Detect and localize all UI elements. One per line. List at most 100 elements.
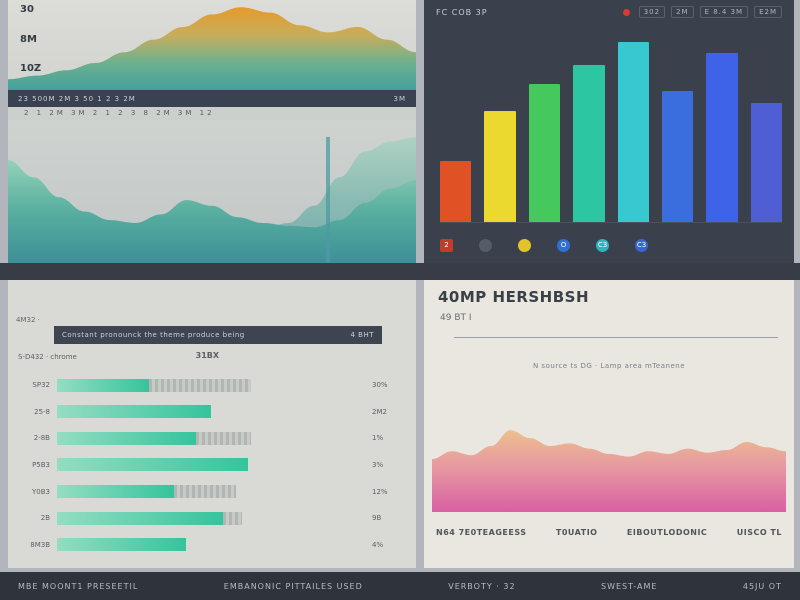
gear-icon[interactable] xyxy=(479,238,492,252)
corner-label: 4M32 · xyxy=(16,316,40,324)
toolbar-title: FC COB 3P xyxy=(436,7,488,17)
hbar-row: Y0B3 12% xyxy=(16,481,408,503)
hbar-fill xyxy=(57,485,175,499)
y-axis-tick: 10Z xyxy=(20,63,42,74)
divider-value: 3M xyxy=(393,94,406,103)
chart-subtitle: 49 BT I xyxy=(440,313,472,323)
hbar-row: 2B 9B xyxy=(16,507,408,529)
bar xyxy=(440,160,472,222)
hbar-label: Y0B3 xyxy=(32,487,50,496)
gradient-area-chart xyxy=(8,0,416,90)
hbar-track xyxy=(57,485,365,499)
hbar-hatch xyxy=(195,431,252,445)
status-bar-item: 45JU OT xyxy=(742,581,782,591)
bar xyxy=(528,83,561,222)
bar xyxy=(484,110,516,222)
vertical-bar-chart xyxy=(440,30,782,223)
hbar-track xyxy=(57,511,365,525)
hbar-fill xyxy=(57,378,150,392)
chart-annotation: N source ts DG · Lamp area mTeanene xyxy=(532,362,686,370)
globe-icon[interactable]: O xyxy=(557,238,570,252)
footer-icon-row: 2 O C3 C3 xyxy=(440,233,780,257)
y-axis-tick: 30 xyxy=(20,4,34,15)
hbar-label: 8M3B xyxy=(30,540,50,549)
status-bar-item: MBE MOONT1 PRESEETIL xyxy=(18,581,139,591)
chart-toolbar: FC COB 3P 302 2M E 8.4 3M E2M xyxy=(424,0,794,24)
hbar-value: 1% xyxy=(372,434,384,443)
panel-bottom-right: 40MP HERSHBSH 49 BT I N source ts DG · L… xyxy=(424,280,794,568)
hbar-hatch xyxy=(174,485,236,499)
toolbar-badge[interactable]: 2M xyxy=(671,6,694,18)
hbar-value: 3% xyxy=(372,460,384,469)
panel-bottom-left: 4M32 · Constant pronounck the theme prod… xyxy=(8,280,416,568)
chart-title: 40MP HERSHBSH xyxy=(438,288,590,306)
hbar-row: 8M3B 4% xyxy=(16,534,408,556)
toolbar-badge[interactable]: E2M xyxy=(754,6,782,18)
hbar-label: 2B xyxy=(40,514,50,523)
cursor-spike-mark xyxy=(326,137,331,263)
bar xyxy=(617,41,649,222)
pink-area-chart xyxy=(432,380,786,512)
teal-area-chart xyxy=(8,120,416,263)
alert-icon[interactable]: 2 xyxy=(440,238,453,252)
x-axis-tick: T0UATIO xyxy=(555,528,598,537)
status-bar-item: VERBOTY · 32 xyxy=(448,581,516,591)
hbar-value: 12% xyxy=(372,487,388,496)
x-axis-labels: N64 7E0TEAGEESS T0UATIO EIBOUTLODONIC UISCO… xyxy=(436,528,782,537)
hbar-fill xyxy=(57,538,187,552)
area-chart-upper: 30 8M 10Z xyxy=(8,0,416,90)
hbar-value: 9B xyxy=(372,514,382,523)
hbar-label: P5B3 xyxy=(32,460,50,469)
hbar-track xyxy=(57,458,365,472)
horizontal-divider-band xyxy=(0,263,800,280)
bar xyxy=(706,53,738,222)
divider-stats: 23 500M 2M 3 50 1 2 3 2M xyxy=(18,94,136,103)
panel-top-right: FC COB 3P 302 2M E 8.4 3M E2M 2 O C3 C3 xyxy=(424,0,794,263)
chat-icon[interactable]: C3 xyxy=(596,238,609,252)
hbar-fill xyxy=(57,405,211,419)
record-indicator-icon[interactable] xyxy=(622,8,630,16)
hbar-value: 30% xyxy=(372,381,388,389)
y-axis-tick: 8M xyxy=(20,33,37,45)
area-chart-lower xyxy=(8,120,416,263)
hbar-label: 25-8 xyxy=(34,407,50,416)
hbar-fill xyxy=(57,458,248,472)
hbar-label: 2-8B xyxy=(33,434,50,443)
status-bar-item: SWEST-AME xyxy=(600,581,658,591)
subheader-left: S-D432 · chrome xyxy=(18,353,77,361)
section-header-text: Constant pronounck the theme produce bei… xyxy=(62,331,245,339)
hbar-track xyxy=(57,405,365,419)
toolbar-badges: 302 2M E 8.4 3M E2M xyxy=(638,6,782,18)
hbar-track xyxy=(57,378,365,392)
bar xyxy=(750,102,782,222)
hbar-track xyxy=(57,431,365,445)
hbar-hatch xyxy=(223,511,242,525)
hbar-track xyxy=(57,538,365,552)
hbar-value: 4% xyxy=(372,540,384,549)
x-axis-tick: UISCO TL xyxy=(736,528,782,537)
hbar-value: 2M2 xyxy=(372,407,387,416)
tick-row: 2 1 2M 3M 2 1 2 3 8 2M 3M 12 xyxy=(8,107,416,120)
bar xyxy=(661,91,694,222)
x-axis-tick: EIBOUTLODONIC xyxy=(626,528,708,537)
bar xyxy=(573,64,605,222)
apps-icon[interactable]: C3 xyxy=(635,238,648,252)
hbar-row: SP32 30% xyxy=(16,374,408,396)
section-header-value: 4 BHT xyxy=(350,331,374,339)
hbar-fill xyxy=(57,511,224,525)
status-bar: MBE MOONT1 PRESEETIL EMBANONIC PITTAILES … xyxy=(0,572,800,600)
toolbar-badge[interactable]: 302 xyxy=(638,6,666,18)
hbar-fill xyxy=(57,431,196,445)
section-header-bar: Constant pronounck the theme produce bei… xyxy=(54,326,382,344)
status-bar-item: EMBANONIC PITTAILES USED xyxy=(223,581,363,591)
subheader-center: 31BX xyxy=(195,351,220,360)
hbar-hatch xyxy=(149,378,252,392)
divider-toolbar: 23 500M 2M 3 50 1 2 3 2M 3M xyxy=(8,90,416,107)
hbar-label: SP32 xyxy=(32,381,50,389)
hbar-row: P5B3 3% xyxy=(16,454,408,476)
toolbar-badge[interactable]: E 8.4 3M xyxy=(699,6,749,18)
shield-icon[interactable] xyxy=(518,238,531,252)
horizontal-bar-chart: SP32 30% 25-8 2M2 2-8B 1% P5B3 3% Y0B3 12% 2B 9B 8M3… xyxy=(16,374,408,556)
y-axis-labels: 30 8M 10Z xyxy=(20,4,41,74)
